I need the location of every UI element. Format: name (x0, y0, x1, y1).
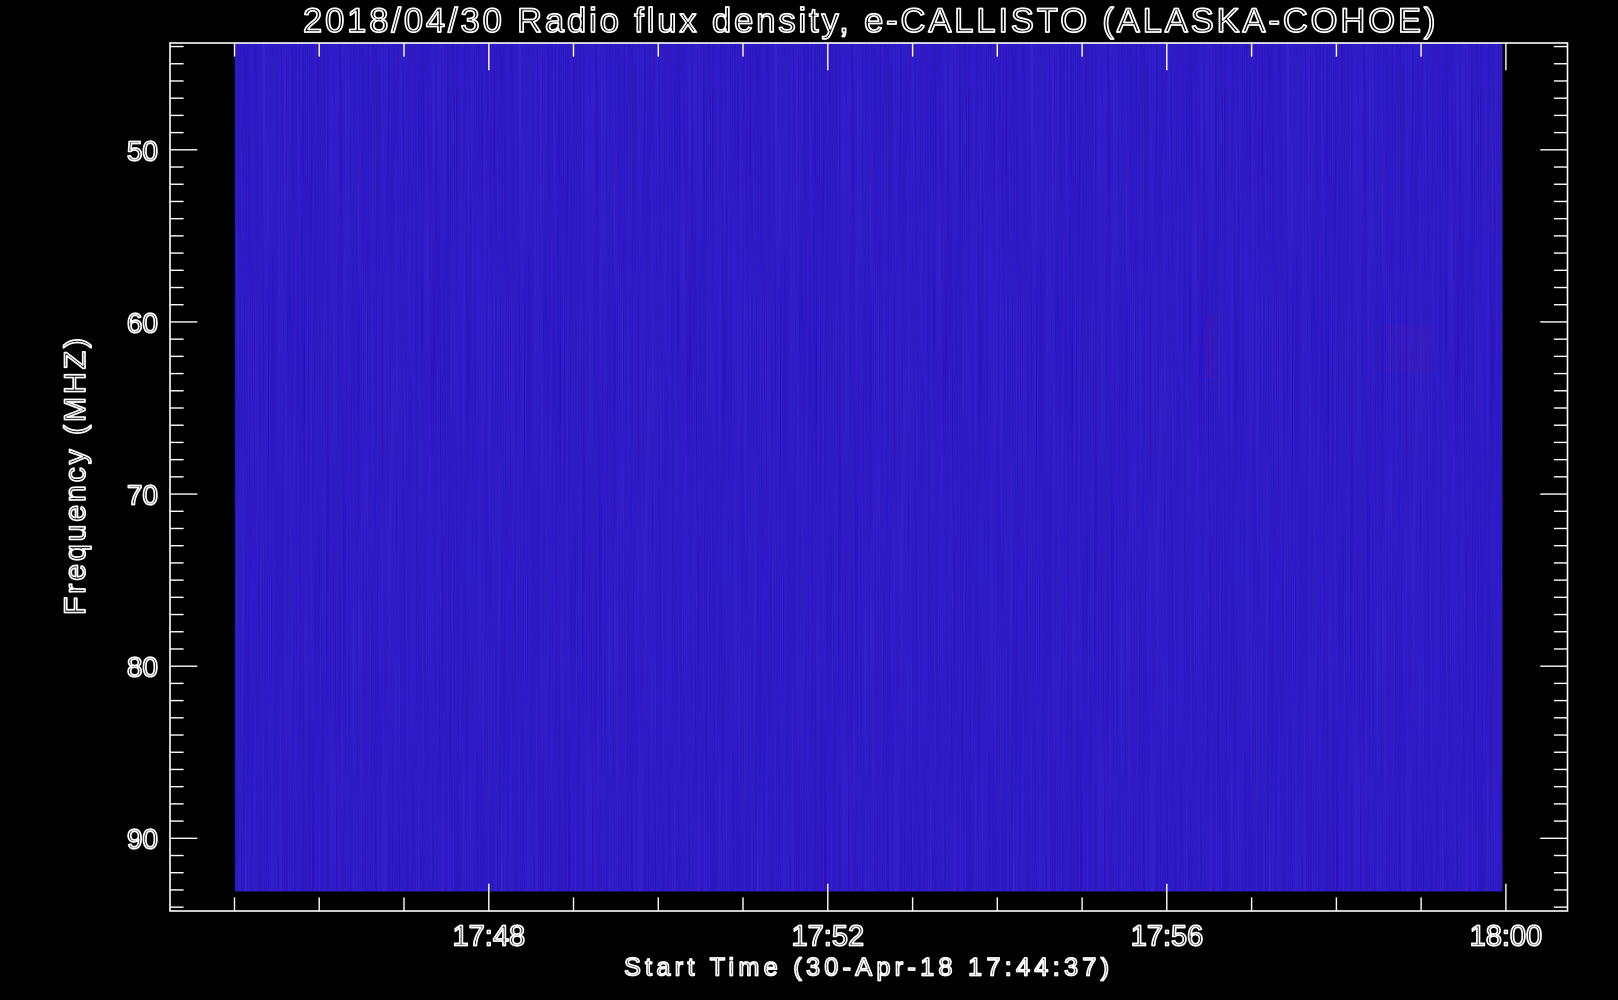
svg-text:Frequency (MHZ): Frequency (MHZ) (59, 335, 92, 615)
svg-text:80: 80 (127, 652, 158, 683)
svg-text:Start Time (30-Apr-18 17:44:37: Start Time (30-Apr-18 17:44:37) (624, 954, 1113, 982)
svg-text:50: 50 (127, 136, 158, 167)
svg-text:17:48: 17:48 (453, 921, 526, 953)
svg-text:17:52: 17:52 (792, 921, 865, 953)
svg-text:60: 60 (127, 308, 158, 339)
svg-text:90: 90 (127, 824, 158, 855)
svg-text:17:56: 17:56 (1131, 921, 1204, 953)
svg-text:70: 70 (127, 480, 158, 511)
svg-text:2018/04/30 Radio flux density: 2018/04/30 Radio flux density, e-CALLIST… (303, 2, 1438, 40)
svg-text:18:00: 18:00 (1470, 921, 1543, 953)
